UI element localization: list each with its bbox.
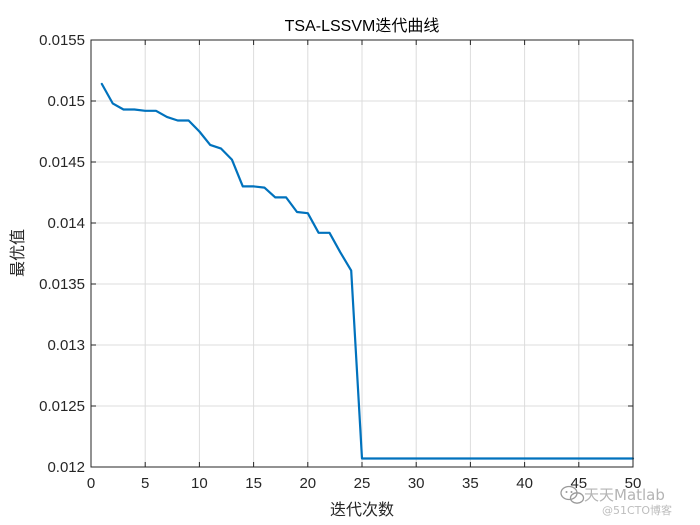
axes-box bbox=[90, 39, 634, 468]
x-axis-label: 迭代次数 bbox=[330, 500, 394, 519]
x-tick-labels: 0 5 10 15 20 25 30 35 40 45 50 bbox=[87, 475, 642, 492]
x-tick-label: 10 bbox=[191, 475, 208, 492]
y-tick-label: 0.0145 bbox=[39, 154, 85, 171]
x-tick-label: 0 bbox=[87, 475, 95, 492]
watermark-sub-text: @51CTO博客 bbox=[602, 503, 672, 517]
x-tick-label: 40 bbox=[516, 475, 533, 492]
y-tick-label: 0.0155 bbox=[39, 32, 85, 49]
x-tick-label: 50 bbox=[625, 475, 642, 492]
series-line bbox=[100, 82, 635, 460]
chart-title: TSA-LSSVM迭代曲线 bbox=[285, 17, 440, 35]
wechat-icon bbox=[560, 485, 585, 504]
grid-lines bbox=[91, 40, 633, 467]
y-tick-label: 0.014 bbox=[47, 215, 85, 232]
watermark-main-text: 天天Matlab bbox=[584, 486, 665, 504]
y-tick-labels: 0.012 0.0125 0.013 0.0135 0.014 0.0145 0.015 0.… bbox=[39, 32, 85, 476]
x-tick-label: 5 bbox=[141, 475, 149, 492]
y-tick-label: 0.012 bbox=[47, 459, 85, 476]
series-layer bbox=[100, 82, 635, 460]
y-tick-label: 0.015 bbox=[47, 93, 85, 110]
y-tick-label: 0.0125 bbox=[39, 398, 85, 415]
y-axis-label: 最优值 bbox=[8, 229, 27, 277]
x-tick-label: 30 bbox=[408, 475, 425, 492]
y-tick-label: 0.013 bbox=[47, 337, 85, 354]
x-tick-label: 25 bbox=[354, 475, 371, 492]
x-tick-label: 20 bbox=[299, 475, 316, 492]
x-tick-label: 15 bbox=[245, 475, 262, 492]
y-tick-label: 0.0135 bbox=[39, 276, 85, 293]
watermark: 天天Matlab @51CTO博客 bbox=[560, 485, 672, 517]
x-tick-label: 35 bbox=[462, 475, 479, 492]
